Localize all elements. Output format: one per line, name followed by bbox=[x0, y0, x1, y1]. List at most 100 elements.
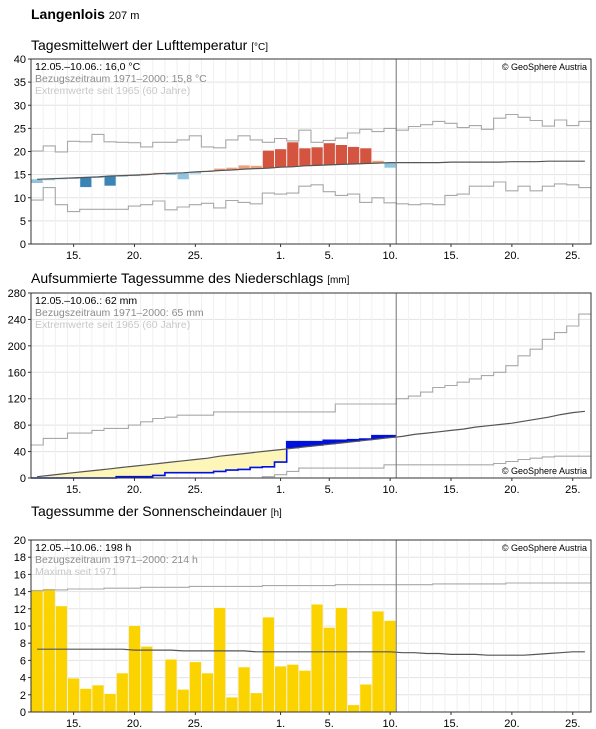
precipitation-plot-frame bbox=[30, 292, 592, 479]
precipitation-y-tick-label: 240 bbox=[8, 314, 26, 326]
temperature-unit: [°C] bbox=[251, 42, 268, 53]
precipitation-bar bbox=[91, 470, 105, 478]
precipitation-chart-title: Aufsummierte Tagessumme des Niederschlag… bbox=[31, 270, 349, 286]
sunshine-x-tick-label: 5. bbox=[325, 718, 334, 729]
sunshine-bar bbox=[323, 627, 335, 712]
sunshine-x-tick-label: 10. bbox=[382, 718, 397, 729]
temperature-bar bbox=[177, 172, 189, 180]
temperature-bar bbox=[335, 145, 347, 165]
sunshine-info-line: Bezugszeitraum 1971–2000: 214 h bbox=[35, 554, 198, 566]
precipitation-x-tick-label: 10. bbox=[382, 484, 397, 496]
temperature-bar bbox=[299, 148, 311, 166]
temperature-bar bbox=[287, 142, 299, 167]
precipitation-y-tick-label: 0 bbox=[20, 473, 26, 485]
sunshine-bar bbox=[287, 664, 299, 712]
precipitation-x-tick-label: 5. bbox=[325, 484, 334, 496]
temperature-bar bbox=[372, 160, 384, 164]
sunshine-bar bbox=[104, 693, 116, 712]
temperature-y-tick-label: 35 bbox=[14, 77, 26, 89]
temperature-y-tick-label: 5 bbox=[20, 216, 26, 228]
sunshine-x-tick-label: 1. bbox=[276, 718, 285, 729]
sunshine-bar bbox=[92, 685, 104, 712]
precipitation-bar bbox=[311, 441, 324, 446]
temperature-x-tick-label: 20. bbox=[127, 250, 142, 262]
precipitation-x-tick-label: 25. bbox=[188, 484, 203, 496]
precipitation-x-tick-label: 15. bbox=[66, 484, 81, 496]
precipitation-x-tick-label: 1. bbox=[276, 484, 285, 496]
temperature-bar bbox=[262, 150, 274, 169]
temperature-copyright: © GeoSphere Austria bbox=[502, 62, 587, 72]
sunshine-bar bbox=[177, 689, 189, 712]
station-header: Langenlois 207 m bbox=[31, 6, 139, 22]
sunshine-unit: [h] bbox=[270, 508, 282, 519]
precipitation-bar bbox=[323, 440, 336, 445]
precipitation-bar bbox=[335, 440, 348, 443]
precipitation-bar bbox=[262, 450, 275, 467]
precipitation-y-tick-label: 280 bbox=[8, 288, 26, 300]
sunshine-bar bbox=[250, 693, 262, 712]
sunshine-y-tick-label: 12 bbox=[14, 604, 26, 616]
precipitation-bar bbox=[79, 471, 93, 478]
sunshine-bar bbox=[165, 659, 177, 712]
sunshine-y-tick-label: 4 bbox=[20, 673, 26, 685]
precipitation-normal-line bbox=[37, 410, 585, 478]
sunshine-title-text: Tagessumme der Sonnenscheindauer bbox=[31, 503, 267, 519]
precipitation-bar bbox=[225, 454, 239, 471]
sunshine-bar bbox=[299, 670, 311, 712]
temperature-x-tick-label: 15. bbox=[66, 250, 81, 262]
precipitation-info-line: 12.05.–10.06.: 62 mm bbox=[35, 295, 137, 307]
precipitation-copyright: © GeoSphere Austria bbox=[502, 466, 587, 476]
temperature-bar bbox=[43, 178, 55, 181]
precipitation-x-tick-label: 25. bbox=[565, 484, 580, 496]
precipitation-maximum-line bbox=[31, 313, 591, 446]
temperature-info-line: Extremwerte seit 1965 (60 Jahre) bbox=[35, 85, 190, 97]
temperature-y-tick-label: 30 bbox=[14, 100, 26, 112]
precipitation-bar bbox=[384, 435, 397, 438]
temperature-x-tick-label: 20. bbox=[504, 250, 519, 262]
precipitation-x-tick-label: 15. bbox=[443, 484, 458, 496]
temperature-bar bbox=[275, 149, 287, 168]
temperature-bar bbox=[214, 168, 226, 171]
sunshine-bar bbox=[360, 684, 372, 712]
sunshine-normal-line bbox=[37, 648, 585, 656]
precipitation-bar bbox=[116, 467, 129, 477]
temperature-x-tick-label: 10. bbox=[382, 250, 397, 262]
precipitation-x-tick-label: 20. bbox=[127, 484, 142, 496]
temperature-title-text: Tagesmittelwert der Lufttemperatur bbox=[31, 37, 248, 53]
temperature-x-tick-label: 25. bbox=[565, 250, 580, 262]
sunshine-bar bbox=[201, 673, 214, 712]
precipitation-bar bbox=[274, 449, 287, 463]
temperature-bar bbox=[165, 173, 177, 175]
precipitation-bar bbox=[286, 441, 300, 449]
temperature-bar bbox=[189, 171, 201, 174]
temperature-bar bbox=[226, 167, 238, 170]
sunshine-bar bbox=[43, 589, 55, 712]
sunshine-x-tick-label: 25. bbox=[565, 718, 580, 729]
sunshine-bar bbox=[262, 617, 274, 712]
sunshine-x-tick-label: 20. bbox=[127, 718, 142, 729]
precipitation-bar bbox=[128, 466, 141, 477]
sunshine-maximum-line bbox=[31, 582, 591, 592]
precipitation-bar bbox=[43, 475, 56, 478]
sunshine-bar bbox=[128, 626, 141, 712]
sunshine-bar bbox=[68, 678, 80, 712]
precipitation-unit: [mm] bbox=[327, 275, 350, 286]
sunshine-x-tick-label: 25. bbox=[188, 718, 203, 729]
precipitation-bar bbox=[55, 474, 68, 478]
temperature-y-tick-label: 40 bbox=[14, 54, 26, 66]
sunshine-y-tick-label: 20 bbox=[14, 535, 26, 547]
sunshine-info-line: Maxima seit 1971 bbox=[35, 566, 117, 578]
precipitation-bar bbox=[250, 452, 263, 468]
temperature-chart-title: Tagesmittelwert der Lufttemperatur [°C] bbox=[31, 37, 268, 53]
station-name: Langenlois bbox=[31, 6, 105, 22]
sunshine-y-tick-label: 10 bbox=[14, 621, 26, 633]
precipitation-y-tick-label: 160 bbox=[8, 367, 26, 379]
temperature-bar bbox=[311, 147, 323, 166]
precipitation-bar bbox=[371, 435, 385, 439]
sunshine-x-tick-label: 15. bbox=[443, 718, 458, 729]
temperature-y-tick-label: 25 bbox=[14, 123, 26, 135]
sunshine-y-tick-label: 14 bbox=[14, 587, 26, 599]
sunshine-y-tick-label: 6 bbox=[20, 655, 26, 667]
temperature-info-line: Bezugszeitraum 1971–2000: 15,8 °C bbox=[35, 73, 207, 85]
